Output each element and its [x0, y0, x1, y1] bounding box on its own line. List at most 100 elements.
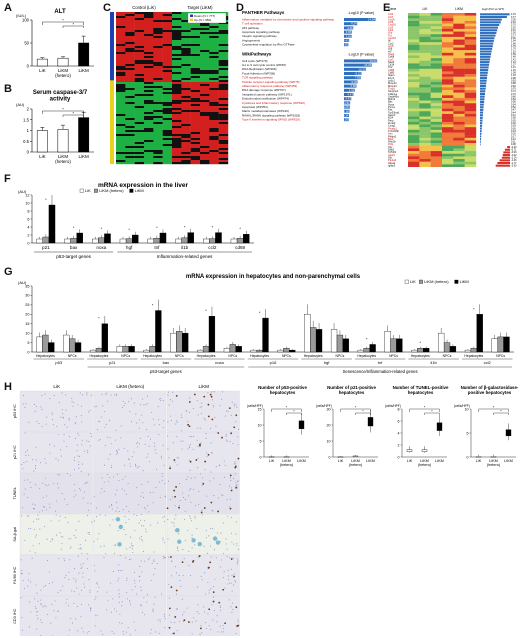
micrograph-nucleus [212, 510, 214, 512]
liver-bar [48, 204, 56, 244]
micrograph-nucleus [28, 573, 30, 575]
gene-heat-cell [430, 116, 443, 120]
heatmap-cell [144, 148, 154, 151]
gene-heat-cell [430, 87, 443, 91]
heatmap-cell [125, 64, 135, 67]
gene-heat-cell [464, 68, 477, 72]
micrograph-nucleus [88, 531, 90, 534]
heatmap-cell [181, 150, 191, 153]
micrograph-positive-cell [235, 486, 237, 489]
micrograph-nucleus [201, 402, 203, 404]
gene-heat-cell [430, 47, 443, 51]
heatmap-cell [125, 160, 135, 163]
heatmap-cell [172, 14, 182, 17]
heatmap-cell [116, 146, 126, 149]
heatmap-cell [125, 48, 135, 51]
heatmap-cell [181, 104, 191, 107]
wiki-value: 7.85 [355, 76, 361, 80]
heatmap-cell [144, 152, 154, 155]
heatmap-cell [218, 142, 229, 145]
micrograph-nucleus [174, 518, 176, 520]
heatmap-cell [116, 122, 126, 125]
micrograph-nucleus [167, 394, 169, 396]
heatmap-cell [134, 92, 145, 95]
micrograph-nucleus [48, 571, 50, 573]
gene-heat-cell [419, 129, 431, 133]
heatmap-cell [181, 44, 191, 47]
micrograph-nucleus [78, 572, 80, 574]
heatmap-cell [218, 150, 229, 153]
wiki-bar [344, 80, 358, 84]
heatmap-cell [153, 26, 163, 29]
gene-heat-cell [464, 50, 477, 54]
gene-log2-value: 0.50 [511, 106, 516, 109]
micrograph-positive-cell [224, 622, 227, 625]
gene-heat-cell [430, 103, 443, 107]
micrograph-nucleus [64, 577, 66, 579]
gene-heat-cell [464, 153, 477, 157]
gene-heat-cell [430, 68, 443, 72]
gene-name: Ptp4a3 [388, 158, 397, 162]
casp-title: Serum caspase-3/7 activity [33, 90, 88, 103]
gene-heat-cell [442, 44, 454, 48]
gene-heat-cell [453, 52, 465, 56]
heatmap-cell [153, 136, 163, 139]
heatmap-cell [144, 106, 154, 109]
micrograph-tile [19, 513, 93, 555]
gene-heat-cell [453, 50, 465, 54]
heatmap-cell [172, 116, 182, 119]
heatmap-cell [162, 126, 173, 129]
heatmap-cell [181, 70, 191, 73]
gene-heat-cell [442, 119, 454, 123]
count-chart-x-label: LiKM [504, 459, 513, 463]
gene-heat-cell [464, 113, 477, 117]
micrograph-nucleus [60, 536, 62, 538]
micrograph-nucleus [192, 617, 195, 619]
gene-heat-cell [408, 60, 420, 64]
micrograph-nucleus [76, 432, 79, 434]
heatmap-cell [162, 82, 173, 85]
heatmap-cell [209, 84, 219, 87]
heatmap-cell [172, 88, 182, 91]
casp-bracket [42, 110, 84, 114]
micrograph-nucleus [27, 496, 29, 499]
heatmap-cell [116, 42, 126, 45]
micrograph-nucleus [128, 401, 130, 403]
gene-heat-cell [464, 20, 477, 24]
micrograph-nucleus [201, 579, 203, 581]
cells-sig: * [152, 303, 154, 308]
micrograph-nucleus [228, 599, 230, 601]
heatmap-cell [172, 90, 182, 93]
micrograph-nucleus [86, 392, 88, 394]
gene-heat-cell [464, 79, 477, 83]
micrograph-nucleus [163, 615, 165, 617]
gene-heat-cell [453, 156, 465, 160]
heatmap-cell [125, 36, 135, 39]
micrograph-nucleus [42, 496, 44, 498]
micrograph-nucleus [110, 467, 112, 469]
gene-heat-cell [464, 90, 477, 93]
micrograph-nucleus [189, 469, 191, 471]
micrograph-nucleus [141, 571, 143, 573]
heatmap-cell [200, 98, 210, 101]
count-chart-x-label: LiKM (hetero) [349, 459, 363, 467]
heatmap-cell [134, 58, 145, 61]
heatmap-cell [218, 48, 229, 51]
heatmap-cell [190, 70, 201, 73]
alt-x-label: LiKM [79, 68, 90, 73]
micrograph-nucleus [138, 443, 140, 445]
cells-bar [277, 349, 284, 353]
cells-celltype-label: NPCs [175, 354, 184, 358]
micrograph-nucleus [25, 403, 27, 405]
micrograph-positive-cell [212, 591, 215, 594]
micrograph-nucleus [199, 427, 201, 429]
heatmap-cell [125, 114, 135, 117]
micrograph-nucleus [183, 611, 185, 613]
heatmap-cell [153, 34, 163, 37]
heatmap-cell [209, 80, 219, 83]
micrograph-nucleus [171, 633, 174, 635]
micrograph-positive-cell [168, 626, 171, 629]
heatmap-cell [162, 70, 173, 73]
cells-gene-label: p53 [55, 360, 62, 365]
gene-heat-cell [408, 18, 420, 22]
